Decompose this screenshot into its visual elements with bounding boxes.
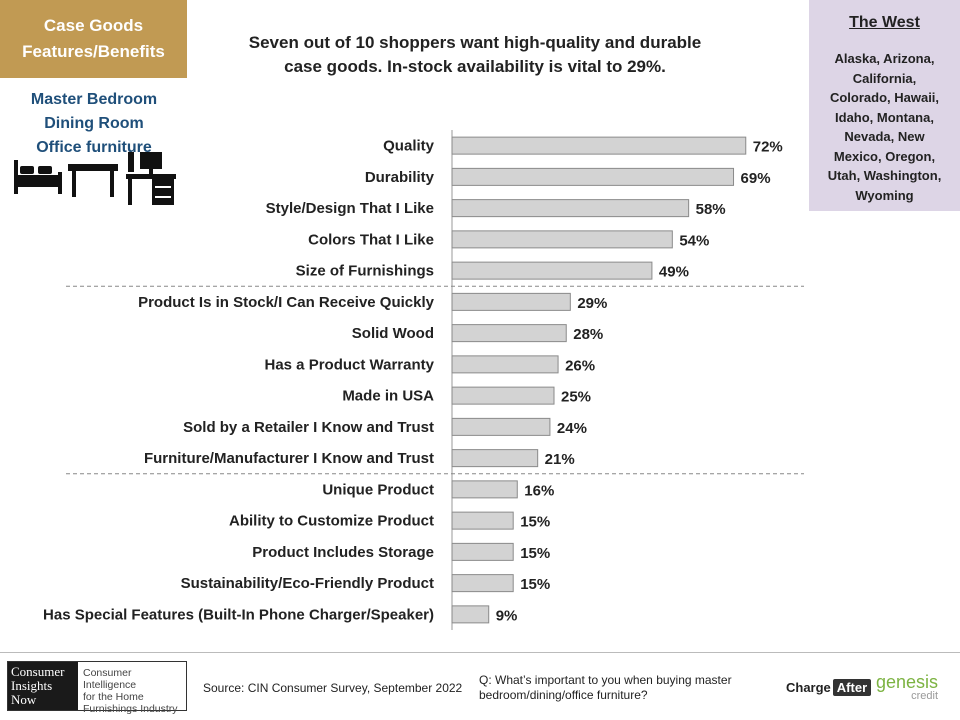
bar: [451, 136, 747, 155]
region-state-line: Colorado, Hawaii,: [829, 90, 940, 105]
bar: [451, 449, 539, 468]
chargeafter-text: Charge: [786, 680, 831, 695]
genesis-logo: genesis credit: [876, 673, 938, 702]
data-label: 21%: [545, 451, 575, 468]
category-label: Sustainability/Eco-Friendly Product: [181, 575, 434, 592]
cin-tagline-text: for the Home: [83, 691, 144, 703]
bar: [451, 574, 514, 593]
bar: [451, 355, 559, 374]
data-label: 9%: [496, 607, 518, 624]
cin-logo-text: Now: [11, 692, 37, 707]
category-label: Sold by a Retailer I Know and Trust: [183, 419, 434, 436]
category-label: Furniture/Manufacturer I Know and Trust: [144, 450, 434, 467]
room-item: Master Bedroom: [30, 91, 158, 108]
region-state-line: Wyoming: [855, 187, 914, 203]
region-state-line: Alaska, Arizona,: [834, 51, 935, 66]
region-state-line: Mexico, Oregon,: [833, 148, 936, 164]
genesis-subtext: credit: [911, 690, 939, 702]
bar: [451, 417, 551, 436]
table-icon: [68, 164, 118, 197]
chargeafter-text: After: [832, 679, 872, 696]
room-list: Master Bedroom Dining Room Office furnit…: [0, 88, 188, 160]
cin-tagline-text: Consumer Intelligence: [83, 667, 137, 691]
genesis-text: genesis: [876, 672, 939, 692]
region-state-line: Idaho, Montana,: [835, 109, 934, 125]
cin-logo: Consumer Insights Now Consumer Intellige…: [7, 661, 187, 715]
data-label: 16%: [524, 482, 554, 499]
data-label: 26%: [565, 357, 595, 374]
data-label: 25%: [561, 389, 591, 406]
cin-logo-mark: Consumer Insights Now: [8, 662, 78, 710]
bar: [451, 386, 555, 405]
topic-line-2: Features/Benefits: [22, 42, 165, 61]
category-label: Made in USA: [342, 388, 434, 405]
room-item: Dining Room: [44, 115, 144, 132]
data-label: 28%: [573, 326, 603, 343]
topic-line-1: Case Goods: [43, 16, 144, 35]
category-label: Ability to Customize Product: [229, 513, 434, 530]
data-label: 54%: [679, 232, 709, 249]
cin-logo-tagline: Consumer Intelligence for the Home Furni…: [78, 662, 186, 715]
region-states: Alaska, Arizona, California, Colorado, H…: [817, 49, 952, 205]
desk-icon: [126, 152, 176, 205]
data-label: 15%: [520, 514, 550, 531]
bar: [451, 605, 490, 624]
bar: [451, 542, 514, 561]
source-note: Source: CIN Consumer Survey, September 2…: [203, 681, 463, 695]
category-label: Unique Product: [322, 481, 434, 498]
bar: [451, 167, 735, 186]
region-state-line: California,: [852, 70, 917, 86]
cin-tagline-text: Furnishings Industry: [83, 703, 178, 715]
region-box: The West Alaska, Arizona, California, Co…: [809, 0, 960, 211]
data-label: 24%: [557, 420, 587, 437]
bed-icon: [14, 160, 62, 194]
category-label: Has Special Features (Built-In Phone Cha…: [43, 606, 434, 623]
category-label: Durability: [365, 169, 435, 186]
furniture-icons: [14, 152, 176, 205]
bar: [451, 324, 567, 343]
data-label: 49%: [659, 264, 689, 281]
region-state-line: Utah, Washington,: [827, 168, 942, 183]
category-label: Product Includes Storage: [252, 544, 434, 561]
region-state-line: Nevada, New: [844, 129, 925, 144]
category-label: Solid Wood: [352, 325, 434, 342]
category-label: Size of Furnishings: [296, 263, 434, 280]
cin-logo-text: Consumer: [11, 664, 65, 679]
bar: [451, 199, 690, 218]
bar: [451, 511, 514, 530]
data-label: 29%: [577, 295, 607, 312]
data-label: 58%: [696, 201, 726, 218]
footer-divider: [0, 652, 960, 653]
chargeafter-logo: Charge After: [786, 679, 872, 696]
data-label: 15%: [520, 545, 550, 562]
headline-line-2: case goods. In-stock availability is vit…: [284, 57, 666, 76]
bar: [451, 292, 571, 311]
data-label: 72%: [753, 139, 783, 156]
bar: [451, 261, 653, 280]
bar: [451, 480, 518, 499]
category-label: Colors That I Like: [308, 231, 434, 248]
bar: [451, 230, 673, 249]
data-label: 69%: [741, 170, 771, 187]
bar-chart: Quality 72% Durability 69% Style/Design That…: [43, 130, 804, 630]
region-title: The West: [849, 14, 920, 31]
category-label: Has a Product Warranty: [265, 356, 435, 373]
category-label: Quality: [383, 138, 435, 155]
headline-line-1: Seven out of 10 shoppers want high-quali…: [248, 33, 702, 52]
cin-logo-text: Insights: [11, 678, 53, 693]
headline: Seven out of 10 shoppers want high-quali…: [215, 31, 735, 79]
survey-question: Q: What’s important to you when buying m…: [479, 673, 732, 702]
topic-box: Case Goods Features/Benefits: [0, 0, 187, 78]
category-label: Product Is in Stock/I Can Receive Quickl…: [138, 294, 435, 311]
category-label: Style/Design That I Like: [266, 200, 434, 217]
data-label: 15%: [520, 576, 550, 593]
room-item: Office furniture: [36, 139, 152, 156]
